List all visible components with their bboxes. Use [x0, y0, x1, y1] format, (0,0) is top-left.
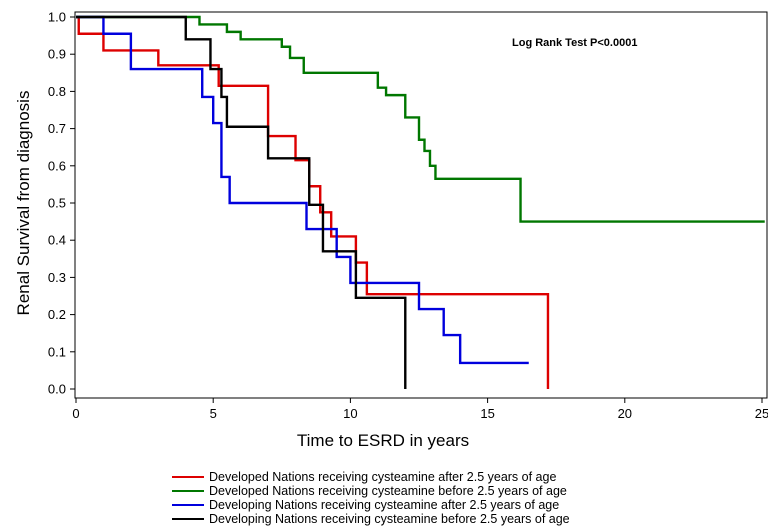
- legend-swatch-green: [172, 490, 204, 492]
- series-line-1: [76, 15, 765, 223]
- series-line-3: [76, 15, 407, 389]
- legend-item: Developed Nations receiving cysteamine b…: [172, 484, 570, 498]
- y-tick-label: 0.6: [48, 158, 66, 173]
- log-rank-annotation: Log Rank Test P<0.0001: [512, 37, 637, 49]
- legend-item: Developed Nations receiving cysteamine a…: [172, 470, 570, 484]
- series-line-2: [76, 15, 529, 365]
- legend-label: Developing Nations receiving cysteamine …: [209, 512, 570, 526]
- x-axis-title: Time to ESRD in years: [297, 431, 469, 450]
- legend-swatch-black: [172, 518, 204, 520]
- y-tick-label: 0.2: [48, 307, 66, 322]
- series-layer: [76, 15, 765, 389]
- x-tick-label: 10: [343, 406, 357, 421]
- y-axis-title: Renal Survival from diagnosis: [14, 91, 33, 316]
- legend-item: Developing Nations receiving cysteamine …: [172, 498, 570, 512]
- y-tick-label: 0.9: [48, 47, 66, 62]
- y-axis: 0.0 0.1 0.2 0.3 0.4 0.5 0.6 0.7 0.8 0.9 1.0: [48, 10, 75, 397]
- y-tick-label: 0.1: [48, 344, 66, 359]
- x-tick-label: 15: [480, 406, 494, 421]
- legend-label: Developed Nations receiving cysteamine a…: [209, 470, 557, 484]
- y-tick-label: 0.4: [48, 233, 66, 248]
- plot-frame: [74, 11, 768, 399]
- x-tick-label: 5: [210, 406, 217, 421]
- legend-item: Developing Nations receiving cysteamine …: [172, 512, 570, 526]
- y-tick-label: 0.8: [48, 84, 66, 99]
- legend-label: Developed Nations receiving cysteamine b…: [209, 484, 567, 498]
- x-tick-label: 25: [755, 406, 768, 421]
- x-axis: 0 5 10 15 20 25: [72, 398, 768, 421]
- legend-swatch-blue: [172, 504, 204, 506]
- legend-label: Developing Nations receiving cysteamine …: [209, 498, 560, 512]
- legend: Developed Nations receiving cysteamine a…: [172, 470, 570, 526]
- y-tick-label: 0.3: [48, 270, 66, 285]
- km-chart: 0.0 0.1 0.2 0.3 0.4 0.5 0.6 0.7 0.8 0.9 1.0 0 5 10 15…: [14, 10, 768, 451]
- y-tick-label: 0.0: [48, 382, 66, 397]
- y-tick-label: 1.0: [48, 10, 66, 25]
- legend-swatch-red: [172, 476, 204, 478]
- y-tick-label: 0.7: [48, 121, 66, 136]
- y-tick-label: 0.5: [48, 196, 66, 211]
- x-tick-label: 0: [72, 406, 79, 421]
- x-tick-label: 20: [618, 406, 632, 421]
